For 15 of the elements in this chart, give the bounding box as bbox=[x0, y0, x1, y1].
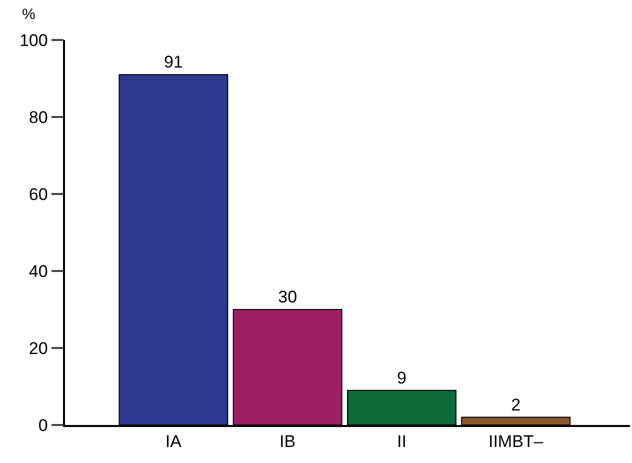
x-tick-label: IA bbox=[165, 432, 182, 452]
y-tick-label: 60 bbox=[28, 184, 48, 204]
y-tick-label: 80 bbox=[28, 108, 48, 127]
y-axis-title: % bbox=[22, 6, 36, 23]
data-label: 30 bbox=[278, 288, 298, 306]
y-tick-label: 20 bbox=[28, 338, 48, 358]
y-tick-label: 0 bbox=[38, 416, 48, 435]
y-tick-label: 100 bbox=[19, 30, 48, 50]
data-label: 91 bbox=[164, 52, 183, 72]
y-tick-label: 40 bbox=[28, 262, 48, 281]
data-label: 9 bbox=[396, 368, 406, 388]
x-tick-label: IIMBT– bbox=[488, 432, 544, 452]
data-label: 2 bbox=[511, 395, 521, 414]
x-tick-label: II bbox=[396, 432, 406, 452]
x-tick-label: IB bbox=[280, 432, 296, 452]
